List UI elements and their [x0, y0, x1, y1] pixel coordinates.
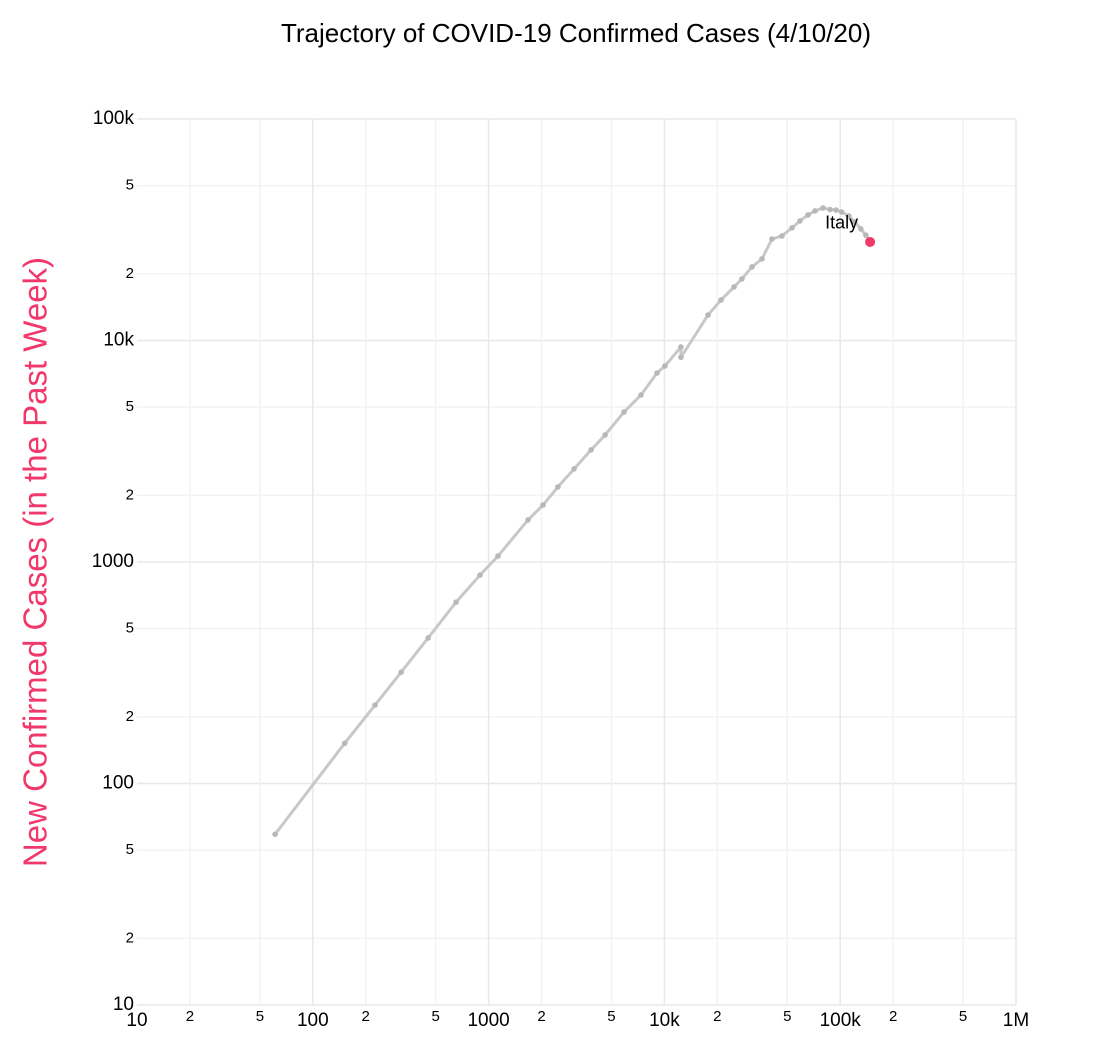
x-tick-label: 2 [889, 1008, 897, 1025]
y-tick-label: 1000 [92, 551, 134, 572]
point [602, 432, 608, 438]
y-tick-label: 2 [126, 929, 134, 946]
y-tick-label: 5 [126, 177, 134, 194]
point [739, 276, 745, 282]
point [638, 392, 644, 398]
point [759, 256, 765, 262]
point [851, 219, 858, 225]
point [588, 447, 594, 453]
x-tick-label: 100 [297, 1010, 329, 1031]
point [540, 502, 546, 508]
point [678, 344, 684, 350]
point [425, 635, 431, 641]
point [820, 205, 826, 211]
x-tick-label: 2 [713, 1008, 721, 1025]
x-tick-label: 2 [362, 1008, 370, 1025]
y-tick-label: 5 [126, 398, 134, 415]
point [678, 354, 684, 361]
point [858, 226, 864, 232]
highlight-point [865, 236, 876, 247]
y-tick-label: 10k [103, 330, 134, 351]
point [571, 466, 577, 472]
point [769, 236, 775, 242]
x-tick-label: 1000 [467, 1010, 509, 1031]
x-tick-label: 5 [256, 1008, 264, 1025]
x-tick-label: 5 [432, 1008, 440, 1025]
x-tick-label: 2 [537, 1008, 545, 1025]
point [827, 206, 833, 213]
x-tick-label: 2 [186, 1008, 194, 1025]
point [272, 831, 278, 838]
point [779, 233, 785, 239]
x-tick-label: 5 [959, 1008, 967, 1025]
point [705, 312, 711, 318]
point [846, 213, 852, 219]
y-tick-label: 100 [102, 773, 134, 794]
point [718, 297, 724, 303]
point [797, 218, 803, 224]
chart-title: Trajectory of COVID-19 Confirmed Cases (… [281, 18, 871, 48]
y-tick-label: 2 [126, 486, 134, 503]
y-tick-label: 100k [93, 108, 135, 129]
point [789, 225, 795, 231]
point [341, 740, 348, 747]
x-tick-label: 100k [820, 1010, 862, 1031]
x-tick-label: 5 [607, 1008, 615, 1025]
x-tick-label: 10k [649, 1010, 680, 1031]
point [812, 208, 818, 214]
y-tick-label: 5 [126, 620, 134, 637]
x-tick-label: 10 [126, 1010, 147, 1031]
y-tick-label: 2 [126, 265, 134, 282]
series-label: Italy [825, 213, 858, 233]
y-tick-label: 2 [126, 708, 134, 725]
series-line [273, 206, 872, 836]
point [621, 409, 627, 415]
point [555, 484, 561, 490]
point [662, 363, 668, 369]
point [731, 284, 737, 290]
point [525, 517, 531, 523]
y-axis-label: New Confirmed Cases (in the Past Week) [17, 257, 54, 867]
x-tick-label: 5 [783, 1008, 791, 1025]
point [372, 702, 378, 708]
y-tick-label: 5 [126, 841, 134, 858]
point [654, 370, 660, 376]
point [805, 212, 811, 218]
x-tick-label: 1M [1003, 1010, 1029, 1031]
point [398, 669, 404, 676]
point [495, 553, 501, 559]
point [838, 209, 845, 215]
point [477, 572, 483, 578]
y-tick-label: 10 [113, 994, 134, 1015]
point [863, 232, 869, 238]
point [453, 599, 459, 605]
point [833, 207, 839, 213]
point [749, 264, 755, 270]
